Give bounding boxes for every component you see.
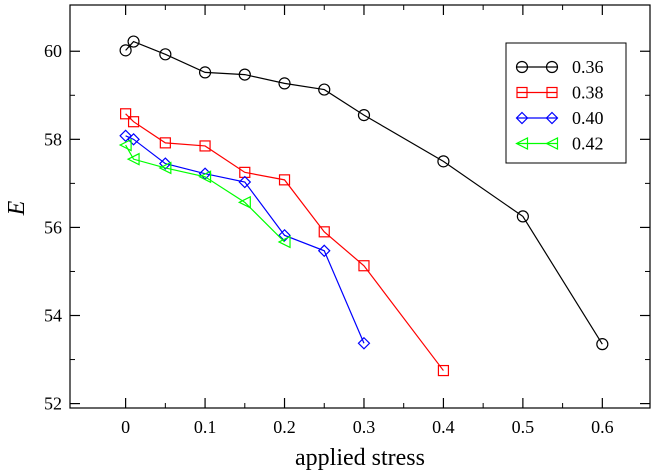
legend-entry: 0.38: [516, 83, 604, 103]
data-point: [318, 83, 331, 96]
y-tick-label: 58: [44, 129, 62, 149]
x-tick-label: 0.2: [273, 417, 296, 437]
data-point: [358, 260, 370, 272]
data-point: [437, 155, 450, 168]
x-axis: 0 0.1 0.2 0.3 0.4 0.5 0.6: [121, 5, 614, 437]
series-line: [125, 40, 603, 345]
data-point: [127, 116, 140, 128]
legend-entry: 0.40: [515, 108, 604, 128]
x-tick-label: 0.1: [194, 417, 217, 437]
legend-entry: 0.36: [515, 57, 604, 77]
data-point: [318, 226, 330, 238]
data-point: [357, 109, 371, 122]
y-axis-title: E: [4, 200, 30, 216]
data-point: [596, 338, 609, 351]
series-0-42: [118, 138, 291, 249]
legend-box: [505, 42, 627, 164]
series-line: [125, 113, 444, 371]
data-point: [437, 364, 450, 377]
data-point: [119, 44, 132, 57]
x-axis-title: applied stress: [295, 445, 425, 470]
legend-entry: 0.42: [515, 134, 604, 154]
x-tick-label: 0.5: [512, 417, 535, 437]
data-point: [238, 175, 252, 189]
data-point: [158, 157, 172, 170]
legend-marker-right: [545, 111, 559, 125]
data-point: [278, 229, 291, 242]
series-line: [125, 144, 285, 243]
data-point: [120, 108, 132, 120]
x-tick-label: 0: [121, 417, 130, 437]
legend-marker-left: [515, 111, 529, 125]
data-point: [198, 66, 212, 79]
series-line: [125, 135, 365, 344]
y-tick-label: 56: [44, 217, 62, 237]
series-0-40: [119, 129, 371, 350]
plot-frame: [69, 4, 651, 409]
data-point: [237, 195, 251, 209]
x-tick-label: 0.4: [432, 417, 455, 437]
data-point: [158, 161, 172, 175]
data-point: [277, 235, 291, 249]
x-tick-label: 0.3: [353, 417, 376, 437]
data-point: [127, 132, 140, 146]
data-point: [516, 210, 529, 223]
legend-marker-left: [516, 86, 528, 99]
data-point: [159, 137, 171, 149]
y-tick-label: 52: [44, 394, 62, 414]
series-0-36: [119, 35, 609, 351]
legend-label: 0.40: [572, 108, 604, 128]
data-point: [199, 140, 211, 152]
legend-label: 0.38: [572, 83, 604, 103]
data-point: [118, 138, 132, 152]
data-point: [119, 129, 132, 143]
y-tick-label: 54: [44, 306, 62, 326]
data-point: [317, 244, 331, 258]
data-point: [126, 152, 140, 166]
legend-marker-left: [515, 137, 529, 150]
legend-marker-right: [545, 60, 559, 74]
series-0-38: [120, 108, 450, 377]
data-point: [127, 35, 140, 48]
data-point: [357, 336, 371, 350]
data-point: [278, 77, 291, 90]
legend-marker-left: [515, 60, 529, 74]
legend-label: 0.36: [572, 57, 604, 77]
y-axis: 52 54 56 58 60: [44, 41, 650, 414]
x-tick-label: 0.6: [591, 417, 614, 437]
legend-marker-right: [546, 86, 558, 99]
data-point: [198, 170, 212, 184]
series-group: [118, 35, 609, 377]
y-tick-label: 60: [44, 41, 62, 61]
data-point: [278, 174, 291, 186]
legend-label: 0.42: [572, 134, 604, 154]
legend: 0.36 0.38 0.40 0.42: [505, 42, 627, 164]
data-point: [238, 68, 251, 81]
data-point: [159, 48, 172, 61]
legend-marker-right: [545, 137, 559, 150]
